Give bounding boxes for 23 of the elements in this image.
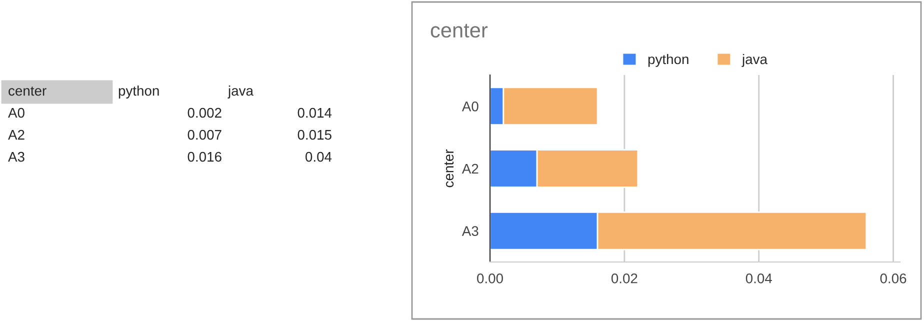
y-tick-label: A2: [462, 164, 478, 174]
text: A0: [8, 108, 24, 118]
text: A3: [8, 152, 24, 162]
text: 0.04: [306, 152, 332, 162]
text: center: [8, 86, 46, 96]
text: A2: [8, 130, 24, 140]
text: java: [228, 86, 254, 98]
y-tick-label: A3: [462, 226, 478, 236]
legend-label: python: [648, 54, 688, 67]
text: 0.016: [188, 152, 222, 162]
legend-label: java: [742, 54, 768, 67]
text: python: [118, 86, 159, 98]
x-tick-label: 0.02: [611, 273, 638, 284]
y-axis-title: center: [444, 149, 454, 188]
chart-title: center: [430, 24, 488, 38]
text: 0.002: [188, 108, 222, 118]
text: 0.014: [298, 108, 332, 118]
text: 0.007: [188, 130, 222, 140]
text: 0.015: [298, 130, 332, 140]
x-tick-label: 0.06: [880, 273, 906, 284]
y-tick-label: A0: [462, 102, 478, 112]
x-tick-label: 0.04: [746, 273, 772, 284]
x-tick-label: 0.00: [477, 273, 503, 284]
